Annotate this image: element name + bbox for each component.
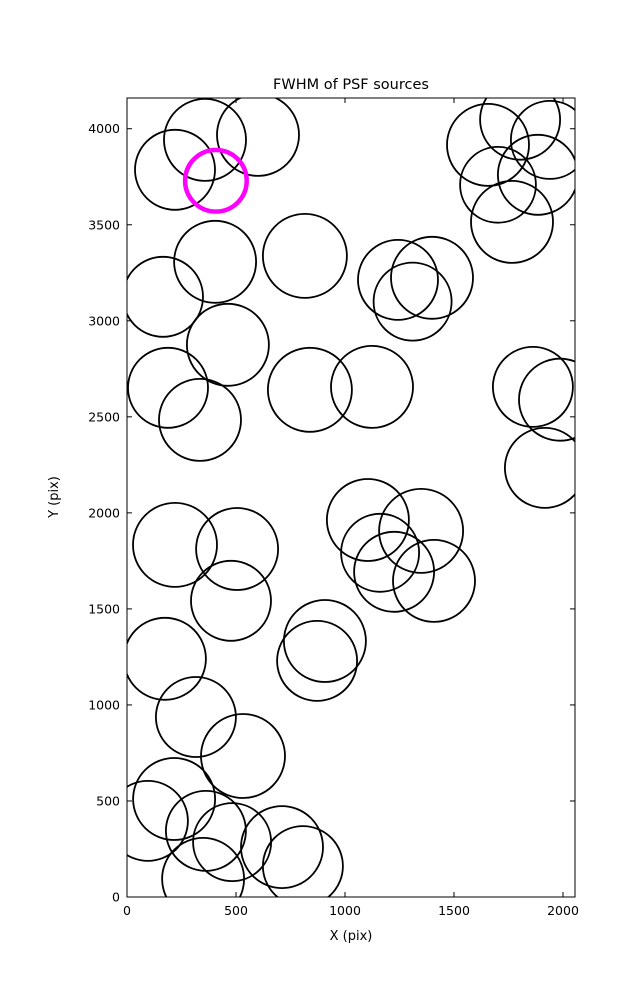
psf-source-circle bbox=[504, 427, 575, 509]
psf-source-circle bbox=[479, 98, 561, 161]
psf-source-circle bbox=[134, 128, 216, 211]
psf-source-circle bbox=[390, 235, 474, 320]
chart-title: FWHM of PSF sources bbox=[273, 77, 429, 93]
y-tick-label: 1500 bbox=[88, 601, 120, 616]
psf-source-circle bbox=[154, 676, 237, 758]
psf-source-circle bbox=[492, 345, 574, 428]
psf-source-circle bbox=[216, 98, 300, 177]
psf-source-circle bbox=[470, 179, 554, 264]
x-tick-label: 1000 bbox=[329, 903, 361, 918]
psf-source-circle bbox=[357, 238, 439, 321]
psf-sources-layer bbox=[127, 98, 575, 897]
y-tick-label: 500 bbox=[96, 793, 120, 808]
x-tick-label: 1500 bbox=[438, 903, 470, 918]
psf-source-circle bbox=[497, 133, 575, 216]
y-tick-label: 2500 bbox=[88, 409, 120, 424]
psf-source-circle bbox=[282, 599, 367, 683]
axis-tick-labels: 0 500 1000 1500 2000 0 500 1000 1500 2000 2500 3000… bbox=[88, 121, 579, 918]
psf-source-circle bbox=[518, 357, 575, 442]
psf-source-circle bbox=[127, 616, 207, 701]
psf-source-circle bbox=[510, 100, 575, 180]
psf-source-circle bbox=[340, 512, 421, 593]
y-tick-label: 2000 bbox=[88, 505, 120, 520]
y-tick-label: 3500 bbox=[88, 217, 120, 232]
psf-source-circle bbox=[132, 757, 217, 841]
y-tick-label: 3000 bbox=[88, 313, 120, 328]
psf-source-circle bbox=[266, 346, 353, 433]
psf-source-circle bbox=[200, 713, 286, 799]
psf-source-circle bbox=[240, 805, 324, 889]
psf-source-circle bbox=[353, 530, 436, 613]
psf-source-circle bbox=[127, 346, 209, 429]
y-tick-label: 0 bbox=[112, 890, 120, 905]
psf-source-circle bbox=[173, 219, 258, 304]
psf-source-circle bbox=[127, 780, 189, 862]
psf-source-circle bbox=[190, 559, 272, 642]
psf-source-circle bbox=[446, 102, 530, 187]
x-tick-label: 500 bbox=[224, 903, 248, 918]
axis-ticks bbox=[126, 98, 575, 898]
psf-source-circle bbox=[127, 255, 204, 338]
psf-source-circle bbox=[261, 212, 348, 299]
psf-source-circle bbox=[325, 478, 410, 562]
psf-source-circle bbox=[163, 98, 247, 182]
y-tick-label: 4000 bbox=[88, 121, 120, 136]
y-axis-label: Y (pix) bbox=[47, 476, 62, 519]
x-tick-label: 0 bbox=[123, 903, 131, 918]
psf-source-circle bbox=[392, 539, 476, 623]
psf-source-circle bbox=[185, 302, 270, 387]
psf-source-circle bbox=[132, 502, 218, 588]
psf-source-circle bbox=[378, 488, 465, 574]
x-tick-label: 2000 bbox=[547, 903, 579, 918]
psf-source-circle bbox=[195, 507, 280, 591]
y-tick-label: 1000 bbox=[88, 697, 120, 712]
plot-area bbox=[126, 97, 576, 898]
psf-source-circle bbox=[330, 344, 414, 429]
psf-source-circle bbox=[276, 620, 359, 702]
psf-source-circle bbox=[372, 261, 453, 342]
psf-source-circle bbox=[459, 145, 537, 224]
psf-source-circle bbox=[158, 377, 242, 462]
psf-source-circle bbox=[192, 802, 273, 882]
x-axis-label: X (pix) bbox=[330, 929, 373, 944]
highlighted-psf-source-circle bbox=[182, 147, 249, 214]
